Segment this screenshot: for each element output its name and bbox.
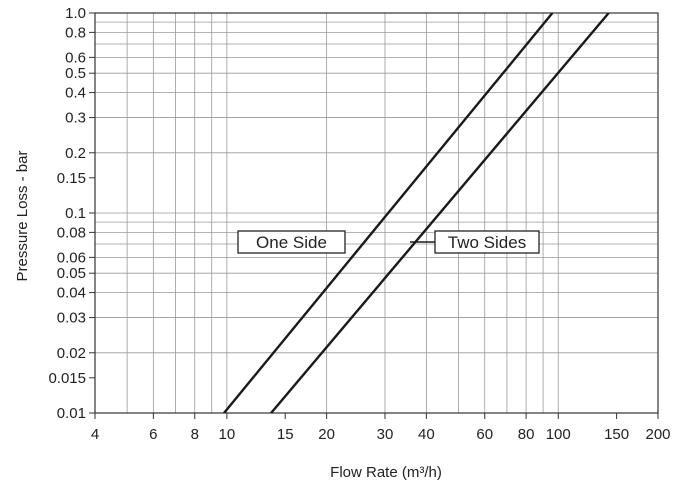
y-axis-title: Pressure Loss - bar (14, 151, 31, 282)
x-tick-label: 100 (546, 426, 571, 443)
y-tick-label: 0.5 (65, 65, 86, 82)
x-tick-label: 150 (604, 426, 629, 443)
y-tick-label: 1.0 (65, 5, 86, 22)
x-tick-label: 30 (377, 426, 394, 443)
x-tick-label: 80 (518, 426, 535, 443)
y-tick-label: 0.2 (65, 145, 86, 162)
x-tick-label: 20 (318, 426, 335, 443)
y-tick-label: 0.04 (57, 285, 86, 302)
series-lines (223, 13, 610, 413)
y-axis-ticks: 0.01 0.015 0.02 0.03 0.04 0.050.06 0.08 0.1 0.15… (48, 5, 95, 422)
x-tick-label: 4 (91, 426, 99, 443)
y-tick-label: 0.05 (57, 265, 86, 282)
y-tick-label: 0.6 (65, 49, 86, 66)
y-tick-label: 0.01 (57, 405, 86, 422)
series-label: Two Sides (448, 233, 526, 252)
series-line (223, 13, 554, 413)
y-tick-label: 0.3 (65, 110, 86, 127)
y-tick-label: 0.4 (65, 85, 86, 102)
series-label: One Side (256, 233, 327, 252)
x-tick-label: 8 (191, 426, 199, 443)
y-tick-label: 0.15 (57, 170, 86, 187)
x-tick-label: 60 (476, 426, 493, 443)
y-tick-label: 0.03 (57, 310, 86, 327)
series-label-box (237, 230, 346, 254)
x-tick-label: 6 (149, 426, 157, 443)
y-tick-label: 0.015 (48, 370, 86, 387)
y-tick-label: 0.02 (57, 345, 86, 362)
x-tick-label: 200 (645, 426, 670, 443)
y-tick-label: 0.8 (65, 24, 86, 41)
y-tick-label: 0.06 (57, 249, 86, 266)
y-tick-label: 0.1 (65, 205, 86, 222)
y-tick-label: 0.08 (57, 224, 86, 241)
x-tick-label: 15 (277, 426, 294, 443)
series-label-box (434, 230, 540, 254)
series-line (270, 13, 610, 413)
x-tick-label: 40 (418, 426, 435, 443)
series-labels: One Side Two Sides (237, 230, 540, 254)
x-tick-label: 10 (219, 426, 236, 443)
x-axis-title: Flow Rate (m³/h) (330, 464, 442, 481)
grid-lines (95, 13, 658, 413)
x-axis-ticks: 4 6 8 10 15 20 30 40 60 80 100 150 200 (91, 413, 671, 443)
